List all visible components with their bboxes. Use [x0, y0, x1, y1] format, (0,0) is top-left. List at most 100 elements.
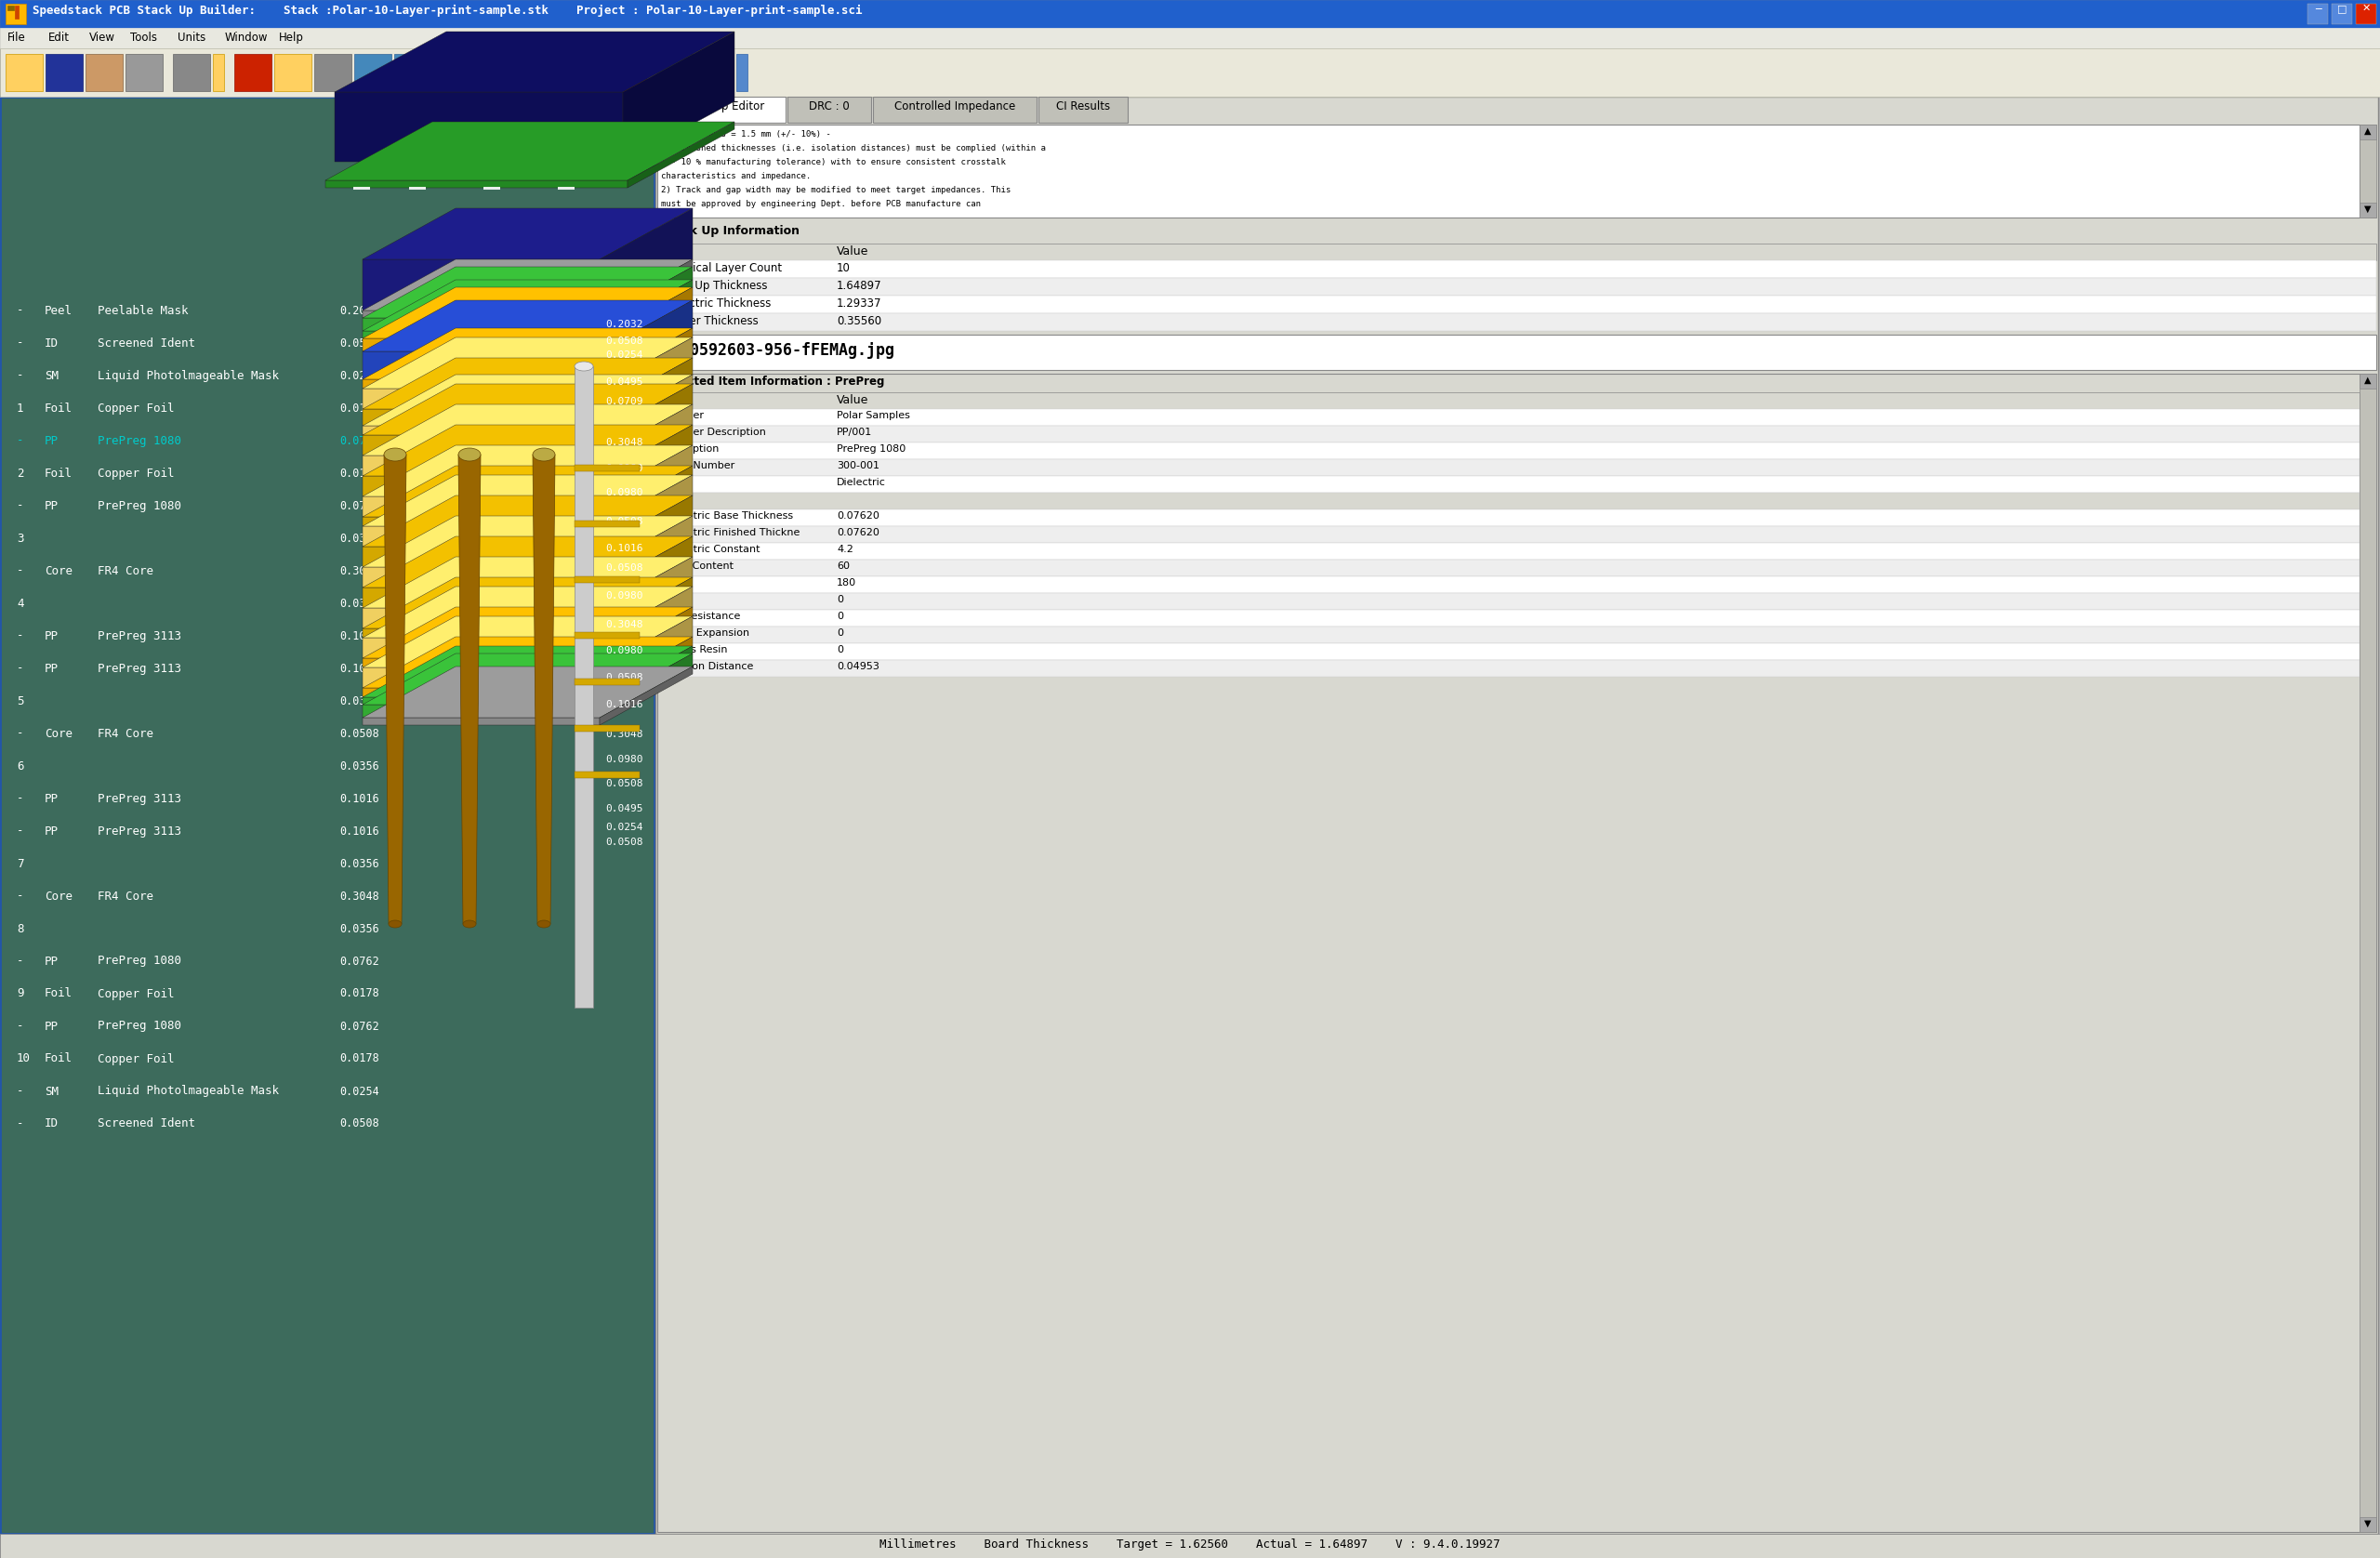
Bar — [86, 55, 124, 90]
Bar — [362, 696, 600, 704]
Bar — [45, 55, 83, 90]
Polygon shape — [600, 556, 693, 628]
Text: 0.0356: 0.0356 — [340, 922, 378, 935]
Bar — [735, 55, 747, 90]
Text: File: File — [7, 31, 26, 44]
Text: -: - — [17, 728, 24, 740]
Polygon shape — [336, 31, 735, 92]
Polygon shape — [362, 287, 693, 338]
Bar — [5, 3, 26, 25]
Text: PrePreg 1080: PrePreg 1080 — [98, 1020, 181, 1033]
Polygon shape — [628, 122, 735, 189]
Text: 0: 0 — [838, 645, 843, 654]
Text: PrePreg 3113: PrePreg 3113 — [98, 793, 181, 804]
Text: 0.0178: 0.0178 — [340, 402, 378, 414]
Text: -: - — [17, 500, 24, 511]
Polygon shape — [600, 358, 693, 425]
Text: -: - — [17, 793, 24, 804]
Bar — [657, 527, 2359, 542]
Text: 2: 2 — [17, 467, 24, 480]
Text: 1.64897: 1.64897 — [838, 280, 883, 291]
Polygon shape — [600, 405, 693, 475]
Bar — [362, 352, 600, 379]
Bar — [574, 520, 640, 527]
Bar — [274, 55, 312, 90]
Text: Dielectric Thickness: Dielectric Thickness — [662, 298, 771, 310]
Text: Description: Description — [662, 444, 719, 453]
Text: -: - — [17, 1020, 24, 1033]
Bar — [657, 460, 2359, 475]
Text: ✕: ✕ — [2361, 3, 2370, 12]
Text: 0.0254: 0.0254 — [605, 351, 643, 360]
Text: 0.1016: 0.1016 — [340, 793, 378, 804]
Text: -: - — [17, 890, 24, 902]
Bar — [657, 277, 2375, 296]
Text: Screened Ident: Screened Ident — [98, 337, 195, 349]
Polygon shape — [600, 446, 693, 517]
Text: Supplier: Supplier — [662, 411, 704, 421]
Text: Field: Field — [662, 246, 688, 257]
Text: Speedstack PCB Stack Up Builder:    Stack :Polar-10-Layer-print-sample.stk    Pr: Speedstack PCB Stack Up Builder: Stack :… — [33, 5, 862, 17]
Text: 7: 7 — [17, 857, 24, 869]
Polygon shape — [533, 455, 555, 924]
Text: SM: SM — [45, 1086, 60, 1097]
Bar — [362, 704, 600, 718]
Bar — [2359, 1517, 2375, 1532]
Polygon shape — [600, 617, 693, 689]
Text: Value: Value — [838, 394, 869, 407]
Polygon shape — [362, 647, 693, 696]
Bar — [0, 97, 654, 1533]
Text: PP: PP — [45, 500, 60, 511]
Polygon shape — [600, 425, 693, 497]
Bar — [574, 724, 640, 732]
Text: PP: PP — [45, 662, 60, 675]
Polygon shape — [600, 280, 693, 338]
Text: 0.0508: 0.0508 — [605, 564, 643, 573]
Bar — [873, 97, 1038, 123]
Bar — [362, 435, 600, 455]
Text: 0.0356: 0.0356 — [340, 695, 378, 707]
Text: PrePreg 1080: PrePreg 1080 — [98, 500, 181, 511]
Text: Foil: Foil — [45, 402, 71, 414]
Ellipse shape — [459, 449, 481, 461]
Bar — [362, 637, 600, 657]
Bar — [2359, 203, 2375, 218]
Polygon shape — [362, 329, 693, 379]
Text: Foil: Foil — [45, 467, 71, 480]
Bar — [569, 55, 607, 90]
Text: 60: 60 — [838, 561, 850, 570]
Polygon shape — [362, 667, 693, 718]
Bar — [2356, 3, 2375, 25]
Text: 0.0508: 0.0508 — [605, 673, 643, 682]
Polygon shape — [362, 266, 693, 318]
Bar — [2359, 125, 2375, 218]
Text: -: - — [17, 662, 24, 675]
Polygon shape — [362, 475, 693, 527]
Text: Value: Value — [838, 246, 869, 257]
Polygon shape — [362, 586, 693, 637]
Bar — [574, 771, 640, 777]
Text: 0.3048: 0.3048 — [340, 890, 378, 902]
Text: Edit: Edit — [48, 31, 69, 44]
Bar — [362, 475, 600, 497]
Text: Supplier Description: Supplier Description — [662, 427, 766, 436]
Text: -: - — [17, 629, 24, 642]
Text: Isolation Distance: Isolation Distance — [662, 662, 754, 671]
Text: 0.3048: 0.3048 — [605, 620, 643, 629]
Text: Type: Type — [662, 478, 685, 488]
Text: 0.0495: 0.0495 — [605, 804, 643, 813]
Text: PrePreg 1080: PrePreg 1080 — [98, 955, 181, 968]
Text: -: - — [17, 1086, 24, 1097]
Text: PP: PP — [45, 826, 60, 837]
Polygon shape — [600, 338, 693, 410]
Text: Dielectric: Dielectric — [838, 478, 885, 488]
Bar — [1038, 97, 1128, 123]
Polygon shape — [600, 209, 693, 310]
Text: PrePreg 1080: PrePreg 1080 — [838, 444, 907, 453]
Polygon shape — [600, 301, 693, 379]
Text: 0.07620: 0.07620 — [838, 511, 878, 520]
Text: Units: Units — [178, 31, 205, 44]
Text: 0.0178: 0.0178 — [340, 467, 378, 480]
Text: 0.07620: 0.07620 — [838, 528, 878, 538]
Text: 0.3048: 0.3048 — [340, 564, 378, 576]
